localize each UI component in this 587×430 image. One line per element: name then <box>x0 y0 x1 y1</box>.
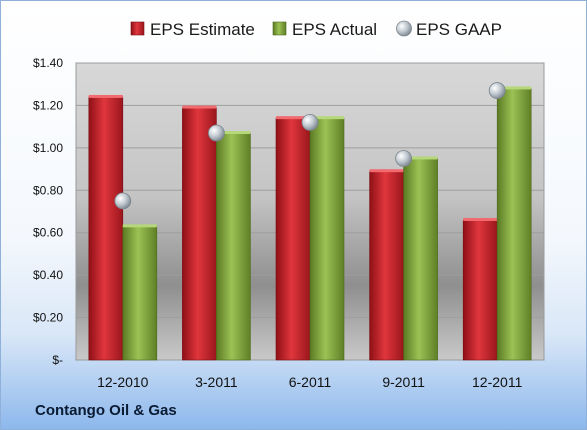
legend: EPS Estimate EPS Actual EPS GAAP <box>130 20 502 39</box>
y-tick-label: $0.20 <box>33 311 63 325</box>
bar-eps-estimate-top <box>88 94 123 98</box>
legend-swatch <box>396 20 412 37</box>
y-tick-label: $1.00 <box>33 141 63 155</box>
bar-eps-actual-top <box>497 86 532 90</box>
gaap-markers <box>114 82 506 210</box>
y-tick-label: $0.40 <box>33 268 63 282</box>
bar-eps-estimate-top <box>182 105 217 109</box>
legend-label: EPS Actual <box>292 20 377 39</box>
x-tick-label: 6-2011 <box>289 374 332 390</box>
bar-eps-actual-top <box>403 156 438 160</box>
bar-eps-estimate <box>182 107 217 361</box>
bar-eps-estimate <box>369 170 404 361</box>
y-tick-label: $1.20 <box>33 98 63 112</box>
x-axis-ticks: 12-2010 3-2011 6-2011 9-2011 12-2011 <box>97 374 522 390</box>
legend-label: EPS GAAP <box>416 20 502 39</box>
bar-eps-actual <box>403 158 438 361</box>
y-tick-label: $0.60 <box>33 226 63 240</box>
marker-eps-gaap <box>114 192 132 210</box>
bar-eps-actual-top <box>122 224 157 228</box>
bar-eps-actual <box>122 226 158 361</box>
marker-eps-gaap <box>395 150 413 167</box>
x-tick-label: 12-2010 <box>97 374 149 390</box>
marker-eps-gaap <box>207 124 225 142</box>
bar-eps-actual <box>309 117 345 361</box>
bar-eps-estimate-top <box>276 116 310 120</box>
marker-eps-gaap <box>301 114 319 131</box>
x-tick-label: 3-2011 <box>195 374 238 390</box>
bar-eps-actual <box>496 88 532 361</box>
bar-eps-actual-top <box>310 116 344 120</box>
bars <box>88 86 532 361</box>
y-tick-label: $1.40 <box>33 56 63 70</box>
bar-eps-estimate <box>275 117 311 361</box>
bar-eps-estimate-top <box>463 217 498 221</box>
legend-swatch <box>272 21 287 36</box>
x-tick-label: 12-2011 <box>472 374 523 390</box>
bar-eps-estimate-top <box>369 169 404 173</box>
bar-eps-estimate <box>88 96 124 361</box>
x-tick-label: 9-2011 <box>382 374 425 390</box>
y-tick-label: $0.80 <box>33 183 63 197</box>
company-name: Contango Oil & Gas <box>35 402 177 419</box>
legend-swatch <box>130 21 145 36</box>
bar-eps-estimate <box>462 219 498 361</box>
marker-eps-gaap <box>488 82 506 99</box>
legend-label: EPS Estimate <box>150 20 255 39</box>
y-axis-ticks: $- $0.20 $0.40 $0.60 $0.80 $1.00 $1.20 $1.40 <box>33 56 63 367</box>
y-tick-label: $- <box>52 353 63 367</box>
bar-eps-actual-top <box>216 131 251 135</box>
bar-eps-actual <box>216 132 251 361</box>
